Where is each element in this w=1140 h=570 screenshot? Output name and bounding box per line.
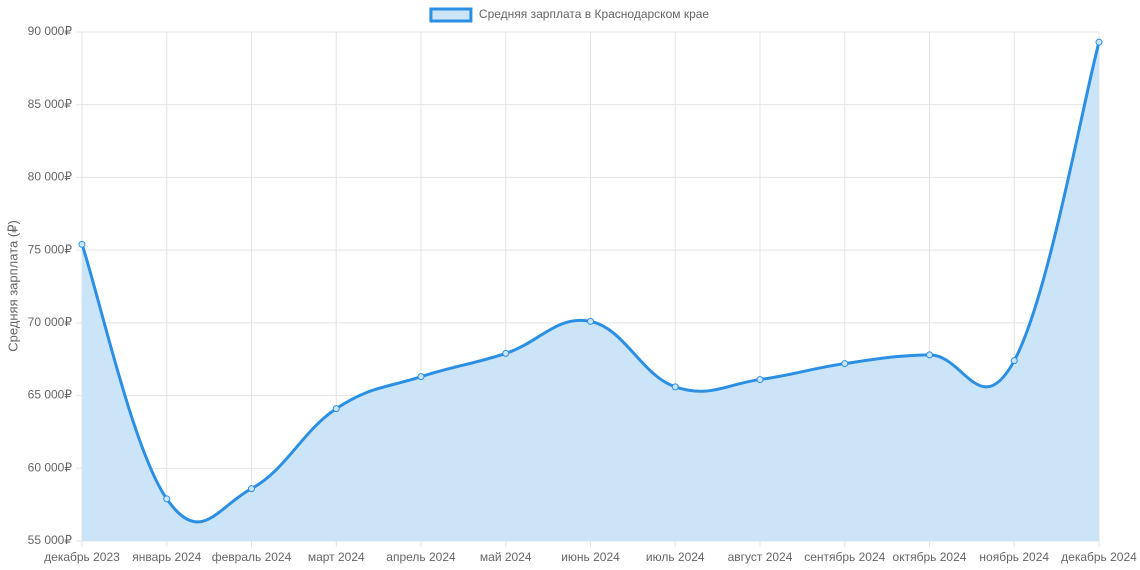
x-tick-label: август 2024 xyxy=(728,550,793,564)
x-tick-label: декабрь 2024 xyxy=(1061,550,1137,564)
x-tick-label: ноябрь 2024 xyxy=(979,550,1049,564)
y-tick-label: 90 000₽ xyxy=(28,24,73,38)
y-tick-label: 55 000₽ xyxy=(28,533,73,547)
y-tick-label: 65 000₽ xyxy=(28,388,73,402)
point xyxy=(332,405,340,413)
point xyxy=(926,351,933,359)
point xyxy=(1095,38,1103,46)
x-tick-label: январь 2024 xyxy=(132,550,201,564)
point xyxy=(1010,357,1018,365)
x-tick-label: май 2024 xyxy=(480,550,532,564)
x-tick-label: февраль 2024 xyxy=(212,550,292,564)
x-tick-label: декабрь 2023 xyxy=(44,550,120,564)
y-tick-label: 75 000₽ xyxy=(28,242,73,256)
x-tick-label: март 2024 xyxy=(308,550,365,564)
point xyxy=(248,485,255,493)
y-tick-label: 70 000₽ xyxy=(28,315,73,329)
point xyxy=(587,317,594,325)
point xyxy=(417,373,425,381)
point xyxy=(163,495,171,503)
y-tick-label: 85 000₽ xyxy=(28,97,73,111)
legend-swatch xyxy=(429,7,473,23)
x-tick-label: апрель 2024 xyxy=(386,550,456,564)
x-tick-label: сентябрь 2024 xyxy=(804,550,885,564)
x-tick-label: июнь 2024 xyxy=(561,550,620,564)
legend-label: Средняя зарплата в Краснодарском крае xyxy=(479,7,710,21)
y-axis-title: Средняя зарплата (₽) xyxy=(5,220,20,352)
area xyxy=(82,42,1099,542)
point xyxy=(671,383,679,391)
point xyxy=(841,360,849,368)
x-tick-label: октябрь 2024 xyxy=(893,550,967,564)
x-tick-label: июль 2024 xyxy=(646,550,705,564)
point xyxy=(78,240,86,248)
y-tick-label: 80 000₽ xyxy=(28,170,73,184)
point xyxy=(756,376,764,384)
y-tick-label: 60 000₽ xyxy=(28,460,73,474)
point xyxy=(502,349,510,357)
